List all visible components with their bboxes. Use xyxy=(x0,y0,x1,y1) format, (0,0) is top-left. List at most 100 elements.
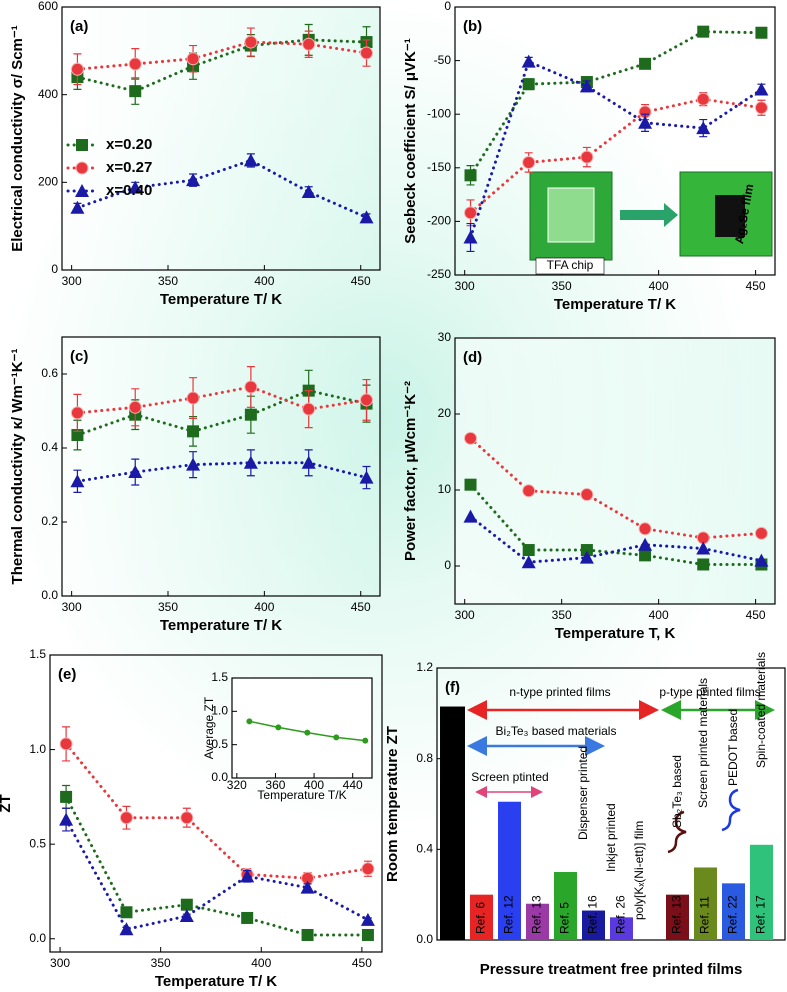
data-point xyxy=(186,173,201,187)
x-tick-label: 350 xyxy=(158,600,178,614)
legend-label: x=0.40 xyxy=(106,182,152,199)
series-line xyxy=(469,436,763,540)
data-point xyxy=(244,380,258,394)
data-point xyxy=(301,455,316,469)
data-point xyxy=(70,406,84,420)
plot-frame xyxy=(454,337,776,605)
x-tick-label: 320 xyxy=(227,778,247,792)
data-point xyxy=(463,509,478,523)
data-point xyxy=(521,54,536,68)
panel-label: (e) xyxy=(58,666,76,683)
data-point xyxy=(119,811,133,825)
bar xyxy=(666,894,689,940)
data-point xyxy=(119,922,134,936)
x-tick-label: 350 xyxy=(151,956,171,970)
panel-label: (a) xyxy=(70,18,88,35)
y-axis-label: Average ZT xyxy=(202,696,216,759)
bar xyxy=(750,844,773,940)
y-tick-label: 0.8 xyxy=(416,751,433,765)
y-tick-label: 0.4 xyxy=(416,842,433,856)
annotation: Dispenser printed xyxy=(576,746,590,840)
series-line xyxy=(64,742,370,880)
bar-label: This work (n-type Ag₂Se) xyxy=(445,792,459,934)
data-point xyxy=(361,928,374,941)
annotation-box xyxy=(535,257,605,275)
data-point xyxy=(333,734,340,741)
legend-marker xyxy=(75,161,89,175)
x-axis-label: Temperature T/ K xyxy=(155,973,277,990)
y-tick-label: 20 xyxy=(438,406,452,420)
data-point xyxy=(579,79,594,93)
plot-frame xyxy=(61,6,381,271)
x-tick-label: 440 xyxy=(343,778,363,792)
y-axis-label: Room temperature ZT xyxy=(384,726,401,882)
data-point xyxy=(186,457,201,471)
annotation: Spin-coated materials xyxy=(754,652,768,768)
x-tick-label: 450 xyxy=(746,608,766,622)
data-point xyxy=(240,869,255,883)
data-point xyxy=(362,737,369,744)
data-point xyxy=(580,150,594,164)
data-point xyxy=(580,488,594,502)
data-point xyxy=(301,184,316,198)
x-tick-label: 300 xyxy=(455,608,475,622)
x-tick-label: 400 xyxy=(304,778,324,792)
data-point xyxy=(522,544,535,557)
data-point xyxy=(180,811,194,825)
y-tick-label: 0.0 xyxy=(211,770,228,784)
plot-frame xyxy=(61,336,381,597)
y-tick-label: 0.0 xyxy=(416,932,433,946)
data-point xyxy=(755,26,768,39)
sb2te3-brace xyxy=(667,810,687,854)
data-point xyxy=(302,402,316,416)
y-tick-label: 0 xyxy=(51,262,58,276)
data-point xyxy=(244,35,258,49)
data-point xyxy=(302,37,316,51)
y-tick-label: 400 xyxy=(38,87,58,101)
x-tick-label: 350 xyxy=(552,279,572,293)
data-point xyxy=(464,478,477,491)
film-patch xyxy=(715,195,745,237)
data-point xyxy=(464,169,477,182)
plot-background xyxy=(232,678,372,778)
panel-label: (f) xyxy=(445,679,460,696)
x-tick-label: 450 xyxy=(746,279,766,293)
x-tick-label: 350 xyxy=(158,274,178,288)
series-line xyxy=(75,389,369,437)
y-tick-label: 0.5 xyxy=(211,737,228,751)
x-axis-label: Temperature T/K xyxy=(257,788,346,802)
data-point xyxy=(696,121,711,135)
data-point xyxy=(244,408,257,421)
bar-label: Ref. 16 xyxy=(586,895,600,934)
y-tick-label: 0 xyxy=(444,0,451,13)
x-tick-label: 450 xyxy=(351,600,371,614)
data-point xyxy=(697,25,710,38)
data-point xyxy=(70,200,85,214)
data-point xyxy=(246,718,253,725)
annotation: Screen ptinted xyxy=(471,770,548,784)
pedot-brace xyxy=(721,788,741,832)
y-tick-label: 0 xyxy=(444,558,451,572)
y-axis-label: Electrical conductivity σ/ Scm⁻¹ xyxy=(9,25,26,252)
data-point xyxy=(120,906,133,919)
data-point xyxy=(638,115,653,129)
data-point xyxy=(186,391,200,405)
data-point xyxy=(579,550,594,564)
bar xyxy=(470,894,493,940)
data-point xyxy=(128,400,142,414)
data-point xyxy=(128,57,142,71)
data-point xyxy=(128,465,143,479)
annotation: PEDOT based xyxy=(726,709,740,786)
y-tick-label: -200 xyxy=(427,214,451,228)
series-line xyxy=(469,483,763,566)
y-axis-label: Seebeck coefficient S/ μVK⁻¹ xyxy=(402,38,419,244)
x-tick-label: 300 xyxy=(62,600,82,614)
data-point xyxy=(754,553,769,567)
series-line xyxy=(469,515,763,564)
y-tick-label: 0.2 xyxy=(41,514,58,528)
series-line xyxy=(75,461,369,483)
y-tick-label: 1.2 xyxy=(416,660,433,674)
inset-arrow-head xyxy=(664,203,678,227)
bar-label: Ref. 13 xyxy=(530,895,544,934)
